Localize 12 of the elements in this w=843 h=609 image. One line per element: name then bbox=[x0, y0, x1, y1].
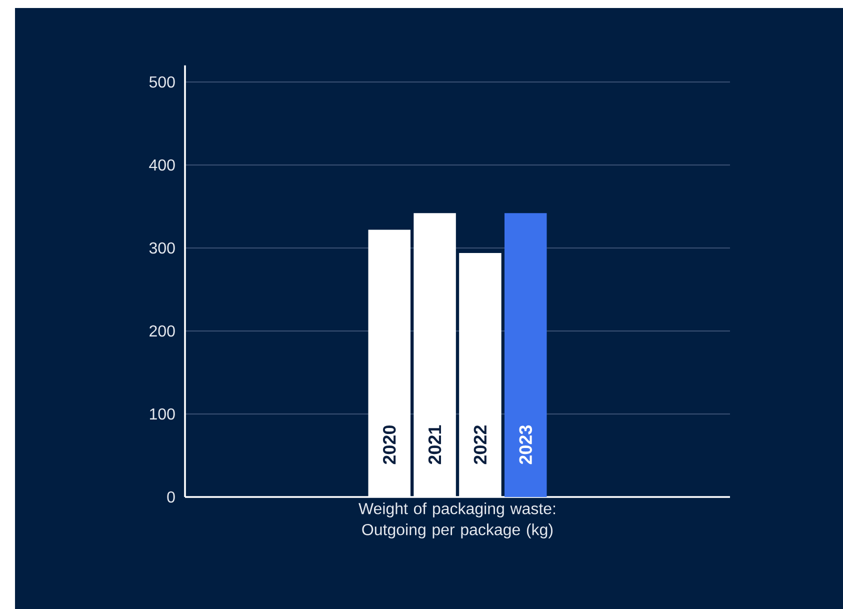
y-tick-label: 300 bbox=[149, 242, 175, 254]
series-label: 2020 bbox=[383, 425, 396, 464]
series-label: 2022 bbox=[474, 425, 487, 464]
series-label: 2023 bbox=[519, 425, 532, 464]
x-tick-label: Weight of packaging waste: Outgoing per package (kg) bbox=[358, 502, 556, 538]
y-tick-label: 200 bbox=[150, 325, 175, 337]
y-tick-label: 100 bbox=[150, 408, 175, 420]
y-tick-label: 500 bbox=[149, 76, 175, 88]
y-tick-label: 0 bbox=[167, 491, 175, 503]
bar bbox=[504, 213, 547, 497]
y-tick-label: 400 bbox=[149, 159, 175, 171]
series-label: 2021 bbox=[428, 425, 442, 464]
